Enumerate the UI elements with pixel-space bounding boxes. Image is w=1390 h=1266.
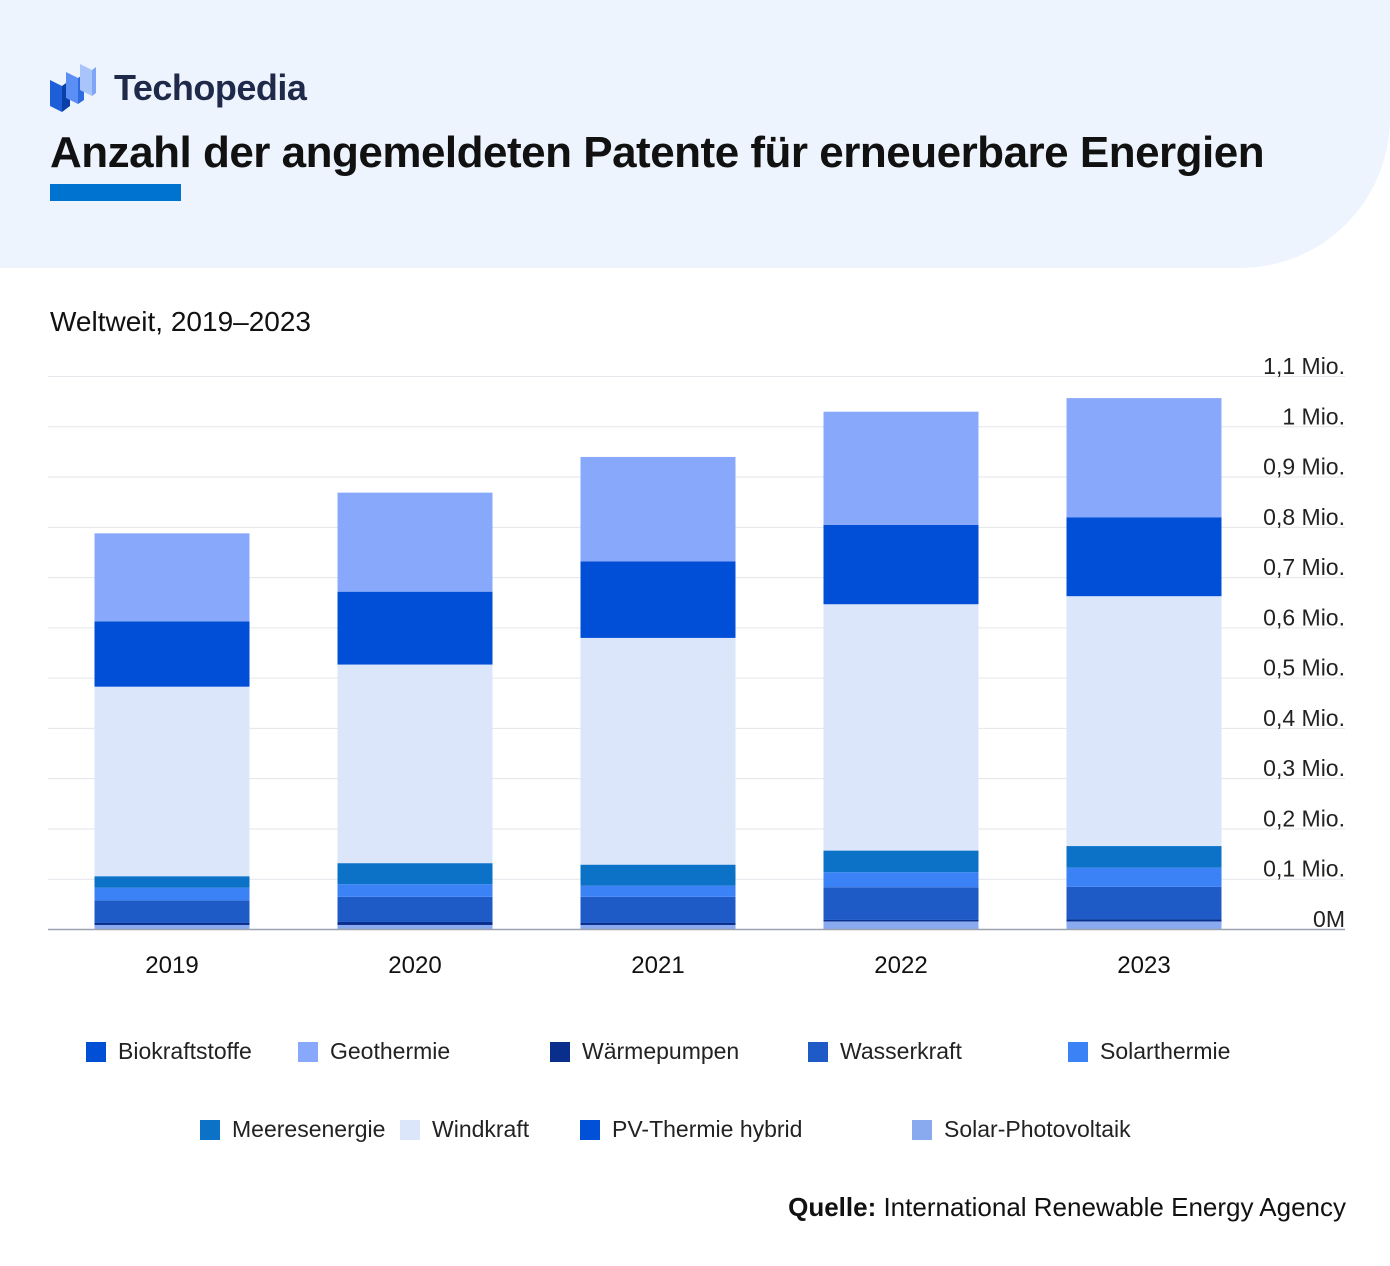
bar-segment xyxy=(580,637,736,865)
legend-label: Wasserkraft xyxy=(840,1038,962,1064)
y-tick-label: 0,6 Mio. xyxy=(1263,604,1345,630)
bar-segment xyxy=(823,411,979,525)
header-background xyxy=(0,0,1390,268)
bar-segment xyxy=(580,456,736,562)
x-tick-label: 2019 xyxy=(145,952,198,979)
legend-swatch xyxy=(912,1119,932,1140)
legend-item: Geothermie xyxy=(298,1038,450,1065)
y-tick-label: 0,8 Mio. xyxy=(1263,504,1345,530)
techopedia-logo-icon xyxy=(50,64,96,112)
bar-segment xyxy=(337,896,493,922)
page-title: Anzahl der angemeldeten Patente für erne… xyxy=(50,128,1265,177)
legend-swatch xyxy=(808,1041,828,1062)
legend-item: Solarthermie xyxy=(1068,1038,1230,1065)
legend-label: Solarthermie xyxy=(1100,1038,1231,1064)
legend-item: PV-Thermie hybrid xyxy=(580,1116,802,1143)
bar-segment xyxy=(823,872,979,888)
bar-segment xyxy=(337,492,493,592)
bar-segment xyxy=(94,533,250,622)
legend-item: Wärmepumpen xyxy=(550,1038,739,1065)
bar-segment xyxy=(580,924,736,929)
bar-segment xyxy=(337,863,493,885)
y-tick-label: 0,7 Mio. xyxy=(1263,554,1345,580)
x-tick-label: 2021 xyxy=(631,952,684,979)
legend-swatch xyxy=(580,1119,600,1140)
legend-label: Wärmepumpen xyxy=(582,1038,740,1064)
title-underline xyxy=(50,184,181,201)
bar-segment xyxy=(337,921,493,925)
bar-segment xyxy=(823,850,979,873)
x-axis-ticks: 2019 2020 2021 2022 2023 xyxy=(145,952,1170,979)
legend-item: Solar-Photovoltaik xyxy=(912,1116,1131,1143)
bar-segment xyxy=(580,922,736,925)
bar-segment xyxy=(94,922,250,925)
bar-segment xyxy=(580,896,736,923)
y-tick-label: 0,5 Mio. xyxy=(1263,655,1345,681)
legend-label: Windkraft xyxy=(432,1116,530,1142)
bar-segment xyxy=(337,924,493,929)
chart-subtitle: Weltweit, 2019–2023 xyxy=(50,306,311,337)
legend-label: Meeresenergie xyxy=(232,1116,386,1142)
y-tick-label: 0M xyxy=(1313,906,1345,932)
x-tick-label: 2020 xyxy=(388,952,441,979)
legend-label: Geothermie xyxy=(330,1038,451,1064)
legend-label: Solar-Photovoltaik xyxy=(944,1116,1131,1142)
bar-segment xyxy=(1066,921,1222,929)
legend-swatch xyxy=(1068,1041,1088,1062)
legend-item: Windkraft xyxy=(400,1116,529,1143)
y-tick-label: 0,4 Mio. xyxy=(1263,705,1345,731)
bar-segment xyxy=(823,604,979,851)
bar-segment xyxy=(94,876,250,888)
brand: Techopedia xyxy=(50,64,307,112)
legend-swatch xyxy=(550,1041,570,1062)
y-axis-ticks: 0M 0,1 Mio. 0,2 Mio. 0,3 Mio. 0,4 Mio. 0,5 Mi… xyxy=(1263,353,1345,932)
bar-segment xyxy=(1066,919,1222,922)
bar-segment xyxy=(580,561,736,638)
y-tick-label: 0,3 Mio. xyxy=(1263,755,1345,781)
source-label: Quelle: xyxy=(788,1192,877,1222)
y-tick-label: 1 Mio. xyxy=(1282,403,1345,429)
legend-item: Biokraftstoffe xyxy=(86,1038,252,1065)
stacked-bar-chart: 0M 0,1 Mio. 0,2 Mio. 0,3 Mio. 0,4 Mio. 0,5 Mi… xyxy=(48,353,1345,979)
source-note: Quelle: International Renewable Energy A… xyxy=(788,1192,1346,1223)
bar-segment xyxy=(337,591,493,665)
bars xyxy=(48,398,1345,931)
bar-segment xyxy=(94,621,250,687)
bar-segment xyxy=(580,864,736,886)
bar-segment xyxy=(94,924,250,929)
bar-segment xyxy=(1066,846,1222,868)
bar-segment xyxy=(337,884,493,897)
y-tick-label: 0,1 Mio. xyxy=(1263,856,1345,882)
y-tick-label: 0,9 Mio. xyxy=(1263,454,1345,480)
legend-label: Biokraftstoffe xyxy=(118,1038,252,1064)
legend-label: PV-Thermie hybrid xyxy=(612,1116,803,1142)
bar-segment xyxy=(1066,398,1222,518)
bar-segment xyxy=(94,686,250,877)
bar-segment xyxy=(94,900,250,923)
source-text: International Renewable Energy Agency xyxy=(876,1192,1346,1222)
x-tick-label: 2023 xyxy=(1117,952,1170,979)
legend-item: Wasserkraft xyxy=(808,1038,962,1065)
bar-segment xyxy=(1066,517,1222,597)
bar-segment xyxy=(1066,886,1222,920)
bar-segment xyxy=(823,921,979,929)
legend: Biokraftstoffe Geothermie Wärmepumpen Wasse… xyxy=(0,1030,1390,1160)
legend-swatch xyxy=(200,1119,220,1140)
legend-swatch xyxy=(400,1119,420,1140)
legend-swatch xyxy=(86,1041,106,1062)
brand-name: Techopedia xyxy=(114,67,307,108)
bar-segment xyxy=(94,887,250,901)
legend-swatch xyxy=(298,1041,318,1062)
bar-segment xyxy=(1066,596,1222,847)
bar-segment xyxy=(823,887,979,920)
y-tick-label: 1,1 Mio. xyxy=(1263,353,1345,379)
bar-segment xyxy=(337,664,493,864)
x-tick-label: 2022 xyxy=(874,952,927,979)
bar-segment xyxy=(823,919,979,922)
bar-segment xyxy=(1066,867,1222,887)
bar-segment xyxy=(823,524,979,605)
bar-segment xyxy=(580,885,736,897)
legend-item: Meeresenergie xyxy=(200,1116,385,1143)
y-tick-label: 0,2 Mio. xyxy=(1263,805,1345,831)
